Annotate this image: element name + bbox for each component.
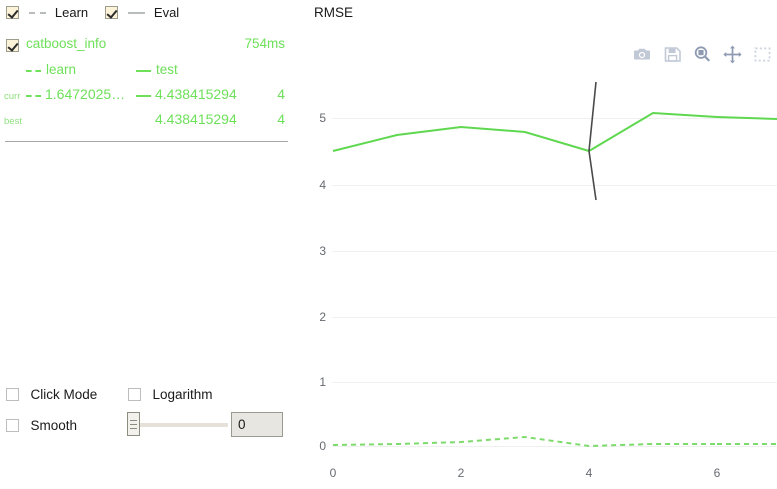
option-click-mode[interactable]: Click Mode xyxy=(6,386,97,404)
row-tag-curr: curr xyxy=(4,91,21,102)
left-panel: Learn Eval catboost_info 754ms xyxy=(0,0,300,489)
gridline xyxy=(332,118,777,119)
chart-title: RMSE xyxy=(314,5,354,20)
y-tick-label: 3 xyxy=(319,244,326,258)
column-header-learn: learn xyxy=(46,62,77,77)
cell-best-iteration: 4 xyxy=(277,111,285,127)
cell-best-test: 4.438415294 xyxy=(155,111,237,127)
x-tick-label: 6 xyxy=(713,466,721,480)
series-line-learn xyxy=(332,435,717,448)
checkbox-unchecked-icon[interactable] xyxy=(128,388,141,402)
y-tick-label: 1 xyxy=(319,375,326,389)
legend-item-eval[interactable]: Eval xyxy=(105,4,179,22)
camera-icon[interactable] xyxy=(632,44,653,65)
checkbox-checked-icon[interactable] xyxy=(105,6,118,20)
smooth-slider-thumb[interactable] xyxy=(127,412,140,436)
smooth-slider-value[interactable]: 0 xyxy=(231,412,283,437)
option-smooth[interactable]: Smooth xyxy=(6,417,77,435)
x-tick-label: 2 xyxy=(457,466,465,480)
series-line-test xyxy=(332,111,718,153)
checkbox-checked-icon[interactable] xyxy=(6,6,19,20)
gridline xyxy=(332,317,777,318)
hover-indicator xyxy=(588,81,597,201)
legend-label-learn: Learn xyxy=(54,5,89,21)
cell-curr-test: 4.438415294 xyxy=(155,86,237,102)
gridline xyxy=(332,185,777,186)
gridline xyxy=(332,446,777,447)
option-logarithm[interactable]: Logarithm xyxy=(128,386,213,404)
checkbox-unchecked-icon[interactable] xyxy=(6,388,19,402)
y-tick-label: 2 xyxy=(319,310,326,324)
option-label-smooth: Smooth xyxy=(30,418,77,434)
table-row: best 4.438415294 4 xyxy=(0,108,300,133)
run-table: catboost_info 754ms learn test curr xyxy=(0,32,300,133)
table-header-row: learn test xyxy=(0,58,300,83)
smooth-slider-track[interactable] xyxy=(133,423,228,427)
plot-toolbar[interactable] xyxy=(632,44,773,65)
option-label-click-mode: Click Mode xyxy=(30,387,98,403)
dashed-line-swatch-icon xyxy=(29,11,47,14)
checkbox-checked-icon[interactable] xyxy=(6,37,19,52)
rmse-chart: RMSE xyxy=(300,0,777,489)
option-label-logarithm: Logarithm xyxy=(152,387,213,403)
row-tag-best: best xyxy=(4,116,22,127)
y-tick-label: 4 xyxy=(319,178,326,192)
test-swatch-icon xyxy=(136,88,151,103)
series-line-test-overflow xyxy=(716,116,777,120)
cell-curr-iteration: 4 xyxy=(277,86,285,102)
solid-line-swatch-icon xyxy=(128,11,146,14)
run-elapsed-time: 754ms xyxy=(244,36,285,51)
plot-area[interactable]: 5 4 3 2 1 0 0 2 4 6 xyxy=(300,0,777,489)
pan-move-icon[interactable] xyxy=(722,44,743,65)
learn-swatch-icon xyxy=(26,63,41,78)
gridline xyxy=(332,251,777,252)
legend-label-eval: Eval xyxy=(153,5,180,21)
run-name[interactable]: catboost_info xyxy=(26,36,107,51)
checkbox-unchecked-icon[interactable] xyxy=(6,419,19,433)
run-row[interactable]: catboost_info 754ms xyxy=(0,32,300,58)
column-header-test: test xyxy=(156,62,178,77)
x-tick-label: 4 xyxy=(585,466,593,480)
learn-swatch-icon xyxy=(26,88,41,103)
y-tick-label: 0 xyxy=(319,439,326,453)
legend-item-learn[interactable]: Learn xyxy=(6,4,88,22)
save-disk-icon[interactable] xyxy=(662,44,683,65)
table-row: curr 1.6472025… 4.438415294 4 xyxy=(0,83,300,108)
gridline xyxy=(332,382,777,383)
test-swatch-icon xyxy=(136,63,151,78)
zoom-icon[interactable] xyxy=(692,44,713,65)
series-lines xyxy=(332,81,777,448)
panel-divider xyxy=(5,141,288,142)
cell-curr-learn: 1.6472025… xyxy=(45,86,126,102)
x-tick-label: 0 xyxy=(329,466,337,480)
y-tick-label: 5 xyxy=(319,111,326,125)
